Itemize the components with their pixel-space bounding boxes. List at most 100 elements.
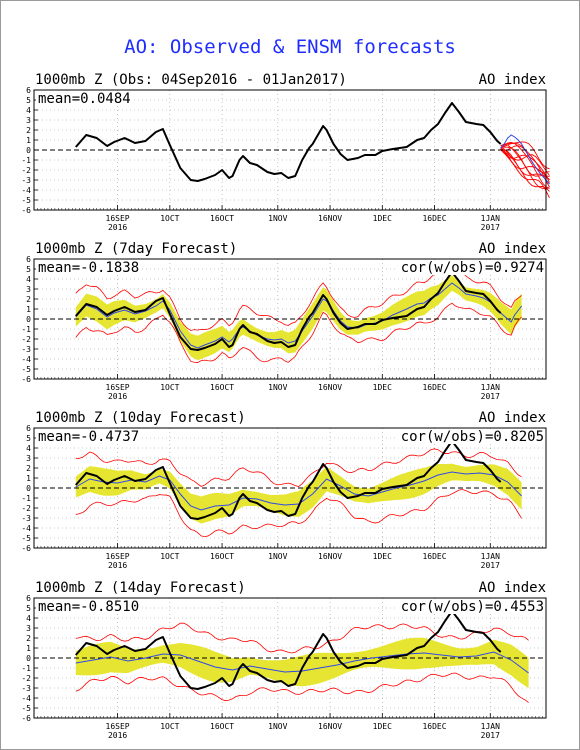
- x-tick-label: 2016: [108, 392, 127, 401]
- y-tick-label: -6: [21, 714, 31, 723]
- y-tick-label: -2: [21, 504, 31, 513]
- mean-label-bg: [36, 261, 142, 275]
- y-tick-label: -3: [21, 345, 31, 354]
- upper-bound-line: [75, 622, 529, 654]
- x-tick-label: 1JAN: [481, 214, 500, 223]
- x-tick-label: 16SEP: [106, 383, 130, 392]
- x-tick-label: 1JAN: [481, 552, 500, 561]
- upper-bound-line: [75, 448, 522, 487]
- x-tick-label: 2017: [481, 223, 500, 232]
- y-tick-label: -1: [21, 156, 31, 165]
- x-tick-label: 1OCT: [160, 214, 179, 223]
- x-tick-label: 16SEP: [106, 552, 130, 561]
- correlation-label: cor(w/obs)=0.9274: [401, 260, 544, 276]
- y-tick-label: -5: [21, 704, 31, 713]
- y-tick-label: 1: [26, 136, 31, 145]
- panel-index-label: AO index: [479, 410, 546, 426]
- x-tick-label: 2017: [481, 731, 500, 740]
- y-tick-label: 2: [26, 295, 31, 304]
- y-tick-label: -4: [21, 355, 31, 364]
- y-tick-label: 3: [26, 285, 31, 294]
- x-tick-label: 16OCT: [210, 722, 234, 731]
- forecast-member-line: [500, 141, 550, 170]
- x-tick-label: 16NOV: [318, 214, 342, 223]
- x-tick-label: 16DEC: [422, 383, 446, 392]
- y-tick-label: -1: [21, 494, 31, 503]
- y-tick-label: 1: [26, 305, 31, 314]
- panel-index-label: AO index: [479, 72, 546, 88]
- forecast-member-line: [500, 141, 550, 189]
- lower-bound-line: [75, 302, 522, 363]
- y-tick-label: -6: [21, 206, 31, 215]
- x-tick-label: 2017: [481, 561, 500, 570]
- x-tick-label: 16SEP: [106, 722, 130, 731]
- y-tick-label: -4: [21, 694, 31, 703]
- ensemble-mean-line: [75, 471, 522, 511]
- observed-line: [75, 271, 502, 351]
- x-tick-label: 1NOV: [268, 552, 287, 561]
- y-tick-label: -1: [21, 664, 31, 673]
- mean-label: mean=0.0484: [38, 91, 131, 107]
- y-tick-label: 2: [26, 634, 31, 643]
- x-tick-label: 16OCT: [210, 214, 234, 223]
- mean-label: mean=-0.1838: [38, 260, 139, 276]
- y-tick-label: 2: [26, 464, 31, 473]
- x-tick-label: 16NOV: [318, 552, 342, 561]
- mean-label: mean=-0.4737: [38, 429, 139, 445]
- correlation-label: cor(w/obs)=0.8205: [401, 429, 544, 445]
- y-tick-label: -3: [21, 684, 31, 693]
- x-tick-label: 1OCT: [160, 383, 179, 392]
- y-tick-label: -6: [21, 375, 31, 384]
- x-tick-label: 1NOV: [268, 214, 287, 223]
- observed-line: [75, 102, 502, 182]
- x-tick-label: 2016: [108, 731, 127, 740]
- x-tick-label: 16DEC: [422, 214, 446, 223]
- y-tick-label: 3: [26, 624, 31, 633]
- panel-2: 1000mb Z (7day Forecast) AO index6543210-…: [21, 241, 547, 401]
- y-tick-label: -3: [21, 514, 31, 523]
- y-tick-label: 3: [26, 116, 31, 125]
- forecast-member-line: [500, 147, 550, 183]
- y-tick-label: 5: [26, 604, 31, 613]
- x-tick-label: 2017: [481, 392, 500, 401]
- y-tick-label: 1: [26, 474, 31, 483]
- y-tick-label: 6: [26, 594, 31, 603]
- spread-band: [75, 275, 522, 361]
- spread-band: [75, 637, 529, 689]
- y-tick-label: -5: [21, 534, 31, 543]
- y-tick-label: 4: [26, 614, 31, 623]
- x-tick-label: 16OCT: [210, 383, 234, 392]
- x-tick-label: 1OCT: [160, 552, 179, 561]
- y-tick-label: 6: [26, 255, 31, 264]
- y-tick-label: 4: [26, 275, 31, 284]
- y-tick-label: -4: [21, 524, 31, 533]
- mean-label-bg: [36, 92, 134, 106]
- x-tick-label: 16OCT: [210, 552, 234, 561]
- y-tick-label: 3: [26, 454, 31, 463]
- panel-3: 1000mb Z (10day Forecast) AO index 6543210…: [21, 410, 547, 570]
- forecast-member-line: [500, 148, 550, 176]
- y-tick-label: 0: [26, 315, 31, 324]
- correlation-label: cor(w/obs)=0.4553: [401, 599, 544, 615]
- panel-title: 1000mb Z (14day Forecast): [35, 580, 246, 596]
- x-tick-label: 1DEC: [373, 383, 392, 392]
- y-tick-label: -4: [21, 186, 31, 195]
- cor-label-bg: [396, 261, 545, 275]
- x-tick-label: 1NOV: [268, 722, 287, 731]
- ensemble-mean-line: [75, 651, 529, 674]
- y-tick-label: -3: [21, 176, 31, 185]
- x-tick-label: 2016: [108, 223, 127, 232]
- panel-title: 1000mb Z (7day Forecast): [35, 241, 237, 257]
- y-tick-label: 4: [26, 444, 31, 453]
- cor-label-bg: [396, 430, 545, 444]
- lower-bound-line: [75, 489, 522, 538]
- figure-title: AO: Observed & ENSM forecasts: [124, 36, 456, 58]
- x-tick-label: 1JAN: [481, 383, 500, 392]
- panel-4: 1000mb Z (14day Forecast) AO index 6543210…: [21, 580, 547, 740]
- y-tick-label: -5: [21, 365, 31, 374]
- y-tick-label: -2: [21, 335, 31, 344]
- forecast-member-line: [500, 149, 550, 199]
- mean-label-bg: [36, 430, 142, 444]
- observed-line: [75, 610, 502, 690]
- y-tick-label: 4: [26, 106, 31, 115]
